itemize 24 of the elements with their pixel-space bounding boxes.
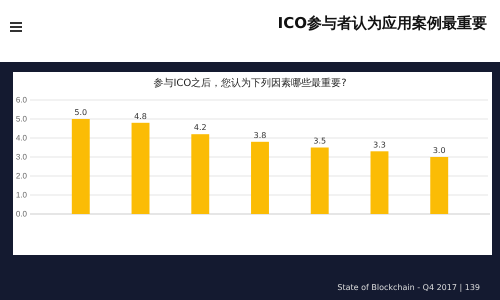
text: State of Blockchain - Q4 2017 | 139: [337, 283, 480, 292]
y-tick-label: 6.0: [16, 96, 28, 105]
y-tick-label: 0.0: [16, 210, 28, 219]
data-label: 5.0: [74, 108, 88, 117]
y-tick-label: 3.0: [16, 152, 28, 162]
data-label: 4.8: [134, 112, 147, 121]
bar: [430, 157, 448, 214]
bar: [251, 142, 269, 214]
bar: [370, 151, 388, 214]
bar: [72, 119, 90, 214]
data-label: 3.3: [373, 140, 386, 150]
y-tick-label: 2.0: [16, 172, 28, 181]
bar: [191, 134, 210, 214]
data-label: 3.5: [313, 136, 326, 146]
y-tick-label: 1.0: [16, 190, 28, 200]
bar: [132, 122, 150, 214]
data-label: 3.8: [254, 130, 266, 140]
chart-title: 参与ICO之后，您认为下列因素哪些最重要?: [153, 77, 347, 89]
y-tick-label: 5.0: [16, 114, 28, 124]
bar: [310, 148, 329, 214]
chart-subtitle: ICO参与者认为应用案例最重要: [278, 14, 487, 32]
data-label: 4.2: [194, 123, 207, 132]
y-tick-label: 4.0: [16, 134, 28, 143]
data-label: 3.0: [432, 146, 446, 155]
